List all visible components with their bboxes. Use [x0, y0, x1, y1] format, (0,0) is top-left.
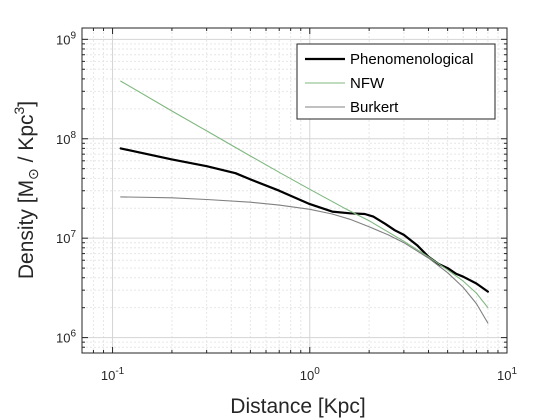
series-lines	[119, 80, 489, 324]
legend-label-nfw: NFW	[350, 75, 385, 92]
x-axis-title: Distance [Kpc]	[230, 395, 365, 418]
y-tick-label: 106	[56, 329, 76, 346]
y-tick-label: 108	[56, 130, 76, 147]
x-tick-label: 101	[497, 366, 517, 383]
y-tick-label: 109	[56, 30, 76, 47]
tick-labels: 10-1 100 101 106 107 108 109	[56, 30, 517, 383]
series-line-phenomenological	[119, 147, 489, 293]
legend: Phenomenological NFW Burkert	[296, 43, 496, 120]
legend-label-burkert: Burkert	[350, 99, 399, 116]
legend-label-phenomenological: Phenomenological	[350, 51, 473, 68]
y-tick-label: 107	[56, 229, 76, 246]
y-axis-title: Density [M⊙ / Kpc3]	[11, 101, 41, 279]
series-line-burkert	[120, 196, 489, 324]
x-tick-label: 100	[300, 366, 320, 383]
axis-ticks	[81, 28, 508, 354]
x-tick-label: 10-1	[101, 366, 125, 383]
series-line-nfw	[120, 80, 489, 309]
